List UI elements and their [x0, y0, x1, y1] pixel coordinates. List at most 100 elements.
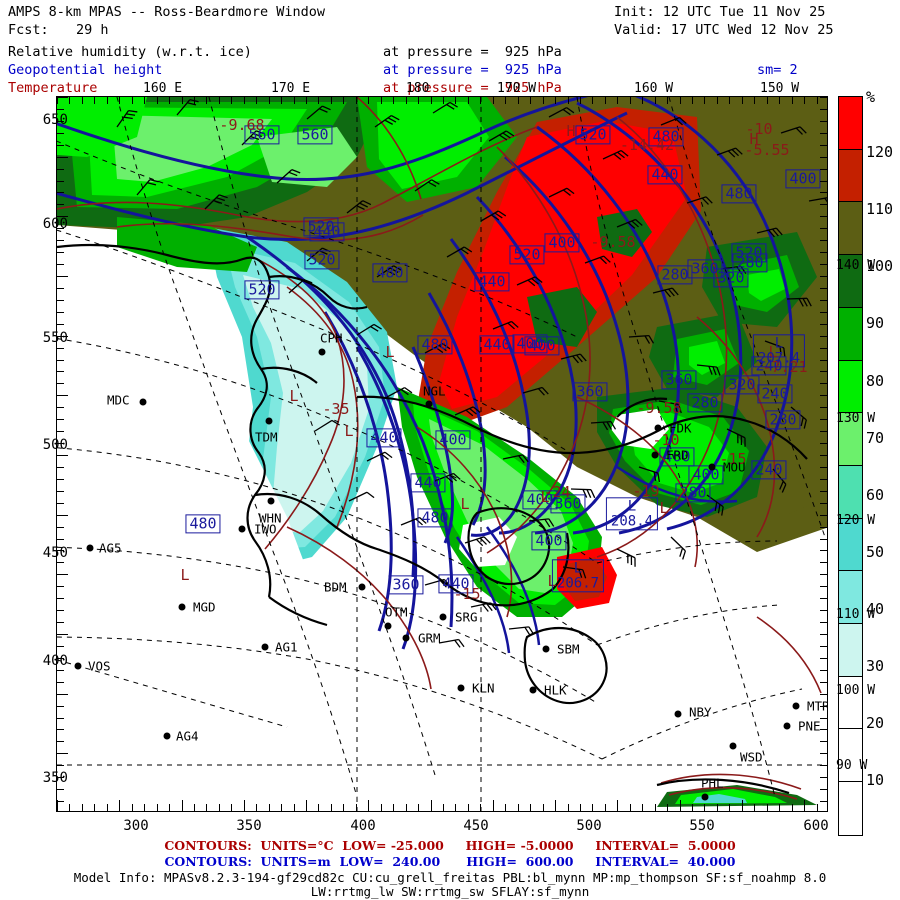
height-contour-label: 360: [388, 575, 424, 595]
top-axis-tick: [629, 97, 631, 104]
height-contour-label: 240: [757, 384, 793, 404]
right-axis-tick: [820, 586, 827, 588]
y-axis-tick: [57, 466, 64, 468]
high-marker: H: [749, 130, 759, 148]
colorbar-tick-label: 30: [866, 657, 885, 676]
lon-label-right-5: 90 W: [836, 758, 868, 773]
right-axis-tick: [820, 705, 827, 707]
station-label-bdm: BDM: [324, 579, 347, 595]
x-axis-tick: [804, 800, 806, 811]
x-axis-tick: [293, 804, 295, 811]
x-axis-tick: [492, 800, 494, 811]
x-axis-tick: [567, 804, 569, 811]
top-axis-tick: [94, 97, 96, 104]
station-marker-tdm: [265, 417, 273, 425]
low-center-letter: L: [573, 560, 583, 577]
right-axis-tick: [820, 419, 827, 421]
right-axis-tick: [820, 801, 827, 803]
station-marker-whn: [267, 497, 275, 505]
top-axis-tick: [716, 97, 718, 104]
y-axis-tick: [57, 168, 64, 170]
top-axis-tick: [729, 97, 731, 104]
top-axis-tick: [791, 97, 793, 104]
x-axis-tick: [716, 804, 718, 811]
right-axis-tick: [820, 299, 827, 301]
colorbar-tick-label: 70: [866, 428, 885, 447]
footer-temperature-contours: CONTOURS: UNITS=°C LOW= -25.000 HIGH= -5…: [164, 838, 736, 853]
top-axis-tick: [654, 97, 656, 104]
x-axis-tick: [604, 804, 606, 811]
top-axis-tick: [256, 97, 258, 104]
y-axis-tick: [57, 311, 64, 313]
height-contour-label: 480: [417, 335, 453, 355]
x-axis-tick: [181, 800, 183, 811]
station-marker-ag5: [86, 544, 94, 552]
station-marker-frd: [651, 451, 659, 459]
y-tick-label-3: 500: [42, 437, 68, 453]
station-label-frd: FRD: [666, 447, 689, 463]
y-axis-tick: [57, 514, 68, 516]
x-axis-tick: [206, 804, 208, 811]
top-axis-tick: [181, 97, 183, 104]
top-axis-tick: [679, 97, 681, 104]
x-axis-tick: [443, 804, 444, 811]
right-axis-tick: [820, 478, 827, 480]
top-axis-tick: [393, 97, 395, 104]
top-axis-tick: [156, 97, 158, 104]
x-axis-tick: [779, 804, 781, 811]
x-axis-tick: [667, 804, 669, 811]
x-axis-tick: [654, 804, 656, 811]
right-axis-tick: [820, 276, 827, 277]
y-axis-tick: [57, 681, 64, 683]
x-axis-tick: [816, 804, 818, 811]
y-axis-tick: [57, 478, 64, 480]
station-marker-ag4: [163, 732, 171, 740]
colorbar-segment: [839, 518, 862, 572]
y-axis-tick: [57, 347, 64, 349]
top-axis-tick: [144, 97, 146, 104]
x-axis-tick: [592, 804, 594, 811]
top-axis-tick: [355, 97, 357, 104]
station-label-otm: OTM: [385, 604, 408, 620]
right-axis-tick: [820, 108, 827, 110]
footer-height-contours: CONTOURS: UNITS=m LOW= 240.00 HIGH= 600.…: [164, 854, 736, 869]
y-axis-tick: [57, 383, 64, 385]
top-axis-tick: [243, 97, 245, 104]
height-contour-label: 440: [479, 335, 515, 355]
right-axis-tick: [820, 729, 827, 731]
x-axis-tick: [231, 804, 233, 811]
top-axis-tick: [131, 97, 133, 104]
x-axis-tick: [330, 804, 332, 811]
colorbar-segment: [839, 202, 862, 256]
colorbar-tick-label: 90: [866, 314, 885, 333]
lon-label-right-2: 120 W: [836, 513, 876, 528]
x-axis-tick: [94, 804, 96, 811]
station-marker-kln: [457, 684, 465, 692]
coastline: [57, 243, 808, 795]
colorbar-tick-label: 20: [866, 714, 885, 733]
height-contour-label: 480: [417, 508, 453, 528]
height-contour-label: 240: [751, 460, 787, 480]
y-axis-tick: [57, 562, 64, 564]
x-axis-tick: [729, 804, 731, 811]
height-contour-label: 280: [675, 483, 711, 503]
right-axis-tick: [820, 240, 827, 242]
y-axis-tick: [57, 359, 64, 361]
y-axis-tick: [57, 705, 64, 707]
temperature-contour-label: -15: [453, 585, 481, 603]
station-label-phl: PHL: [701, 775, 724, 791]
top-axis-tick: [318, 97, 320, 104]
y-axis-tick: [57, 455, 68, 456]
low-marker: L: [385, 343, 395, 361]
x-axis-tick: [81, 804, 83, 811]
height-contour-label: 520: [731, 243, 767, 263]
x-tick-label-6: 600: [803, 818, 829, 834]
right-axis-tick: [820, 359, 827, 361]
temperature-contour-label: -14.42: [619, 136, 675, 154]
right-axis-tick: [820, 323, 827, 325]
top-axis-tick: [704, 97, 706, 104]
y-axis-tick: [57, 192, 64, 194]
colorbar-segment: [839, 782, 862, 835]
y-axis-tick: [57, 120, 64, 122]
